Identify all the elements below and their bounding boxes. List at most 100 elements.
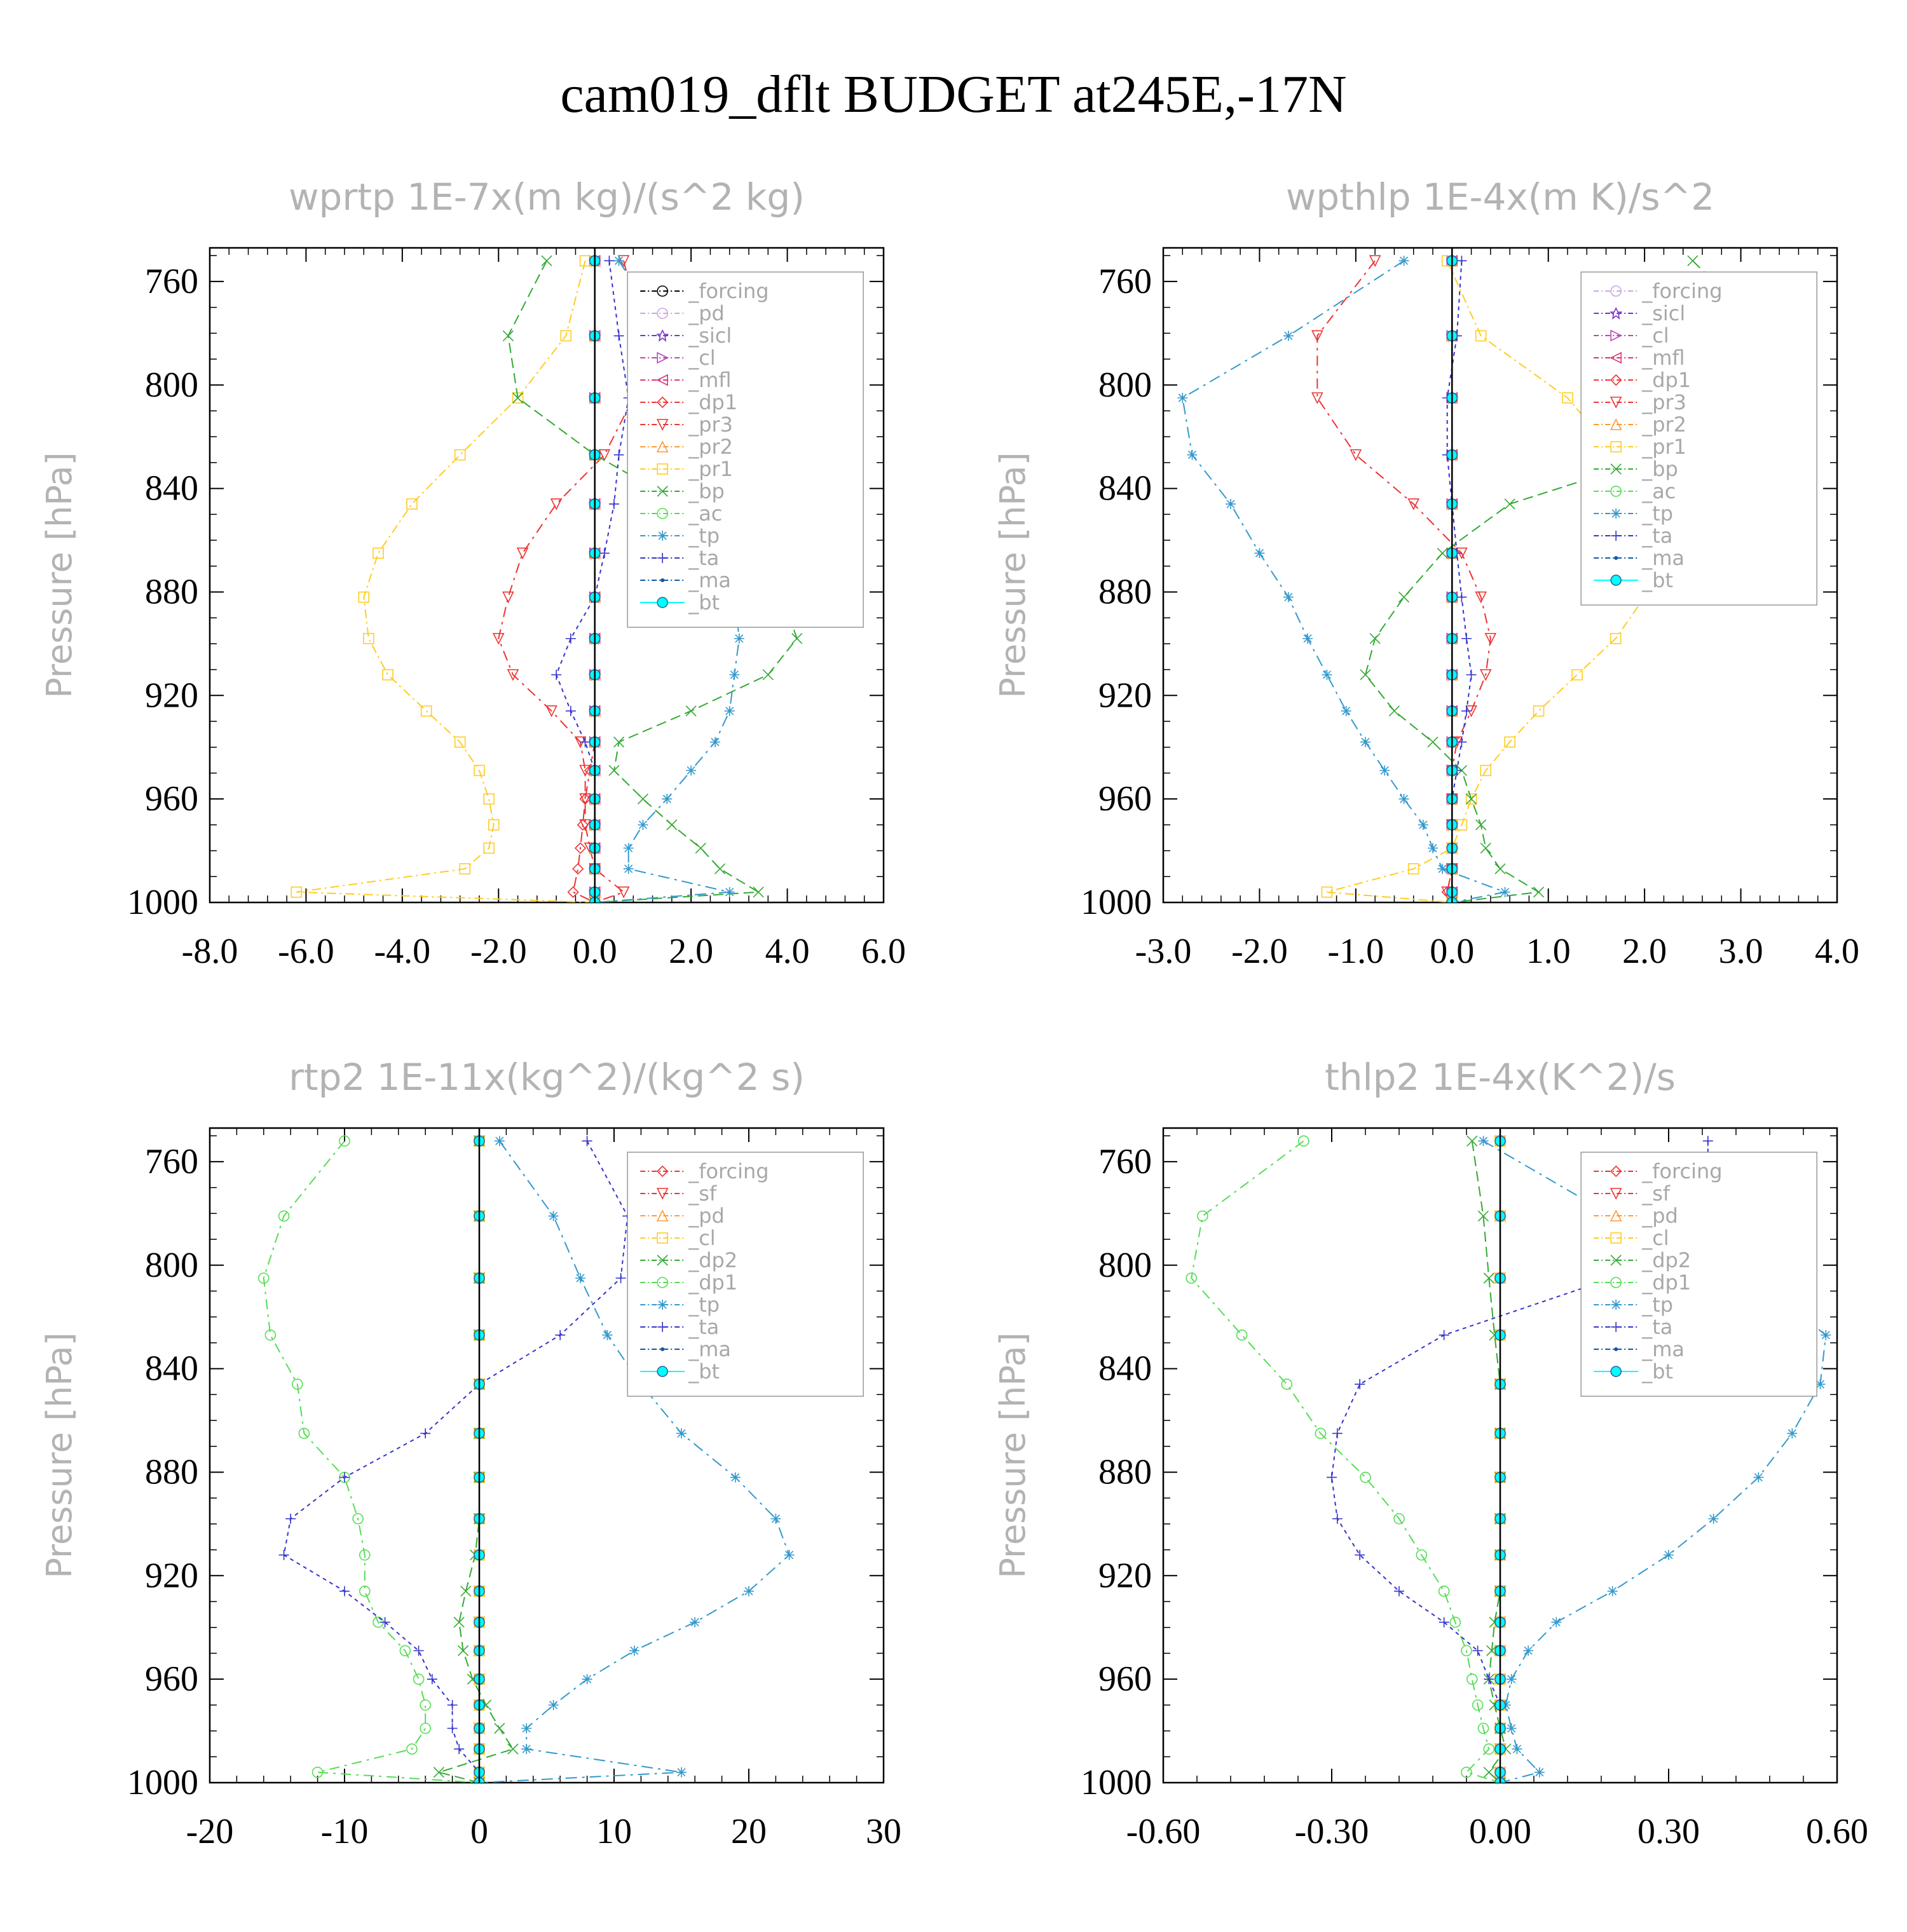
- data-point: [521, 1744, 532, 1755]
- legend-marker: [657, 308, 668, 319]
- x-tick-label: -20: [186, 1812, 234, 1851]
- data-point: [1477, 1722, 1489, 1734]
- x-tick-label: -1.0: [1328, 932, 1384, 971]
- legend-label: _cl: [688, 1226, 715, 1250]
- legend-marker: [657, 1322, 668, 1332]
- legend-marker: [1610, 374, 1622, 386]
- legend-label: _cl: [1641, 323, 1669, 348]
- legend-marker: [657, 1300, 668, 1310]
- legend-marker: [1610, 1277, 1622, 1288]
- legend-label: _bp: [688, 479, 725, 503]
- legend-label: _sf: [688, 1181, 717, 1206]
- data-point: [582, 1136, 592, 1146]
- series-dp1: [1441, 255, 1458, 902]
- data-point: [1475, 330, 1487, 342]
- data-point: [1298, 1135, 1309, 1147]
- legend-label: _ma: [1641, 1337, 1685, 1361]
- data-point: [399, 1645, 411, 1657]
- x-tick-label: -10: [321, 1812, 369, 1851]
- data-point: [609, 499, 619, 510]
- y-tick-label: 760: [1098, 1142, 1152, 1181]
- x-tick-label: 0.00: [1469, 1812, 1531, 1851]
- legend-marker: [1610, 1209, 1622, 1221]
- legend-item: _bt: [640, 1359, 720, 1384]
- legend-item: _sicl: [640, 323, 732, 348]
- legend-marker: [1610, 1366, 1622, 1377]
- legend-label: _dp2: [688, 1248, 737, 1272]
- legend-item: _pr3: [640, 412, 733, 437]
- data-point: [560, 330, 572, 342]
- legend-item: _bp: [640, 479, 725, 503]
- y-tick-label: 880: [145, 572, 198, 611]
- y-tick-label: 920: [145, 1556, 198, 1595]
- y-tick-label: 960: [145, 779, 198, 819]
- x-tick-label: 1.0: [1526, 932, 1571, 971]
- data-point: [724, 887, 735, 897]
- data-point: [555, 1330, 566, 1340]
- x-tick-label: 4.0: [1815, 932, 1859, 971]
- data-point: [762, 669, 774, 681]
- legend-item: _ma: [640, 1337, 731, 1361]
- data-point: [447, 1699, 458, 1710]
- legend-marker: [657, 1366, 668, 1377]
- data-point: [1702, 1136, 1713, 1146]
- data-point: [602, 1330, 613, 1340]
- series-line: [1316, 260, 1491, 902]
- data-point: [1355, 1549, 1365, 1560]
- data-point: [548, 1699, 559, 1710]
- data-point: [339, 1135, 350, 1147]
- y-tick-label: 800: [145, 1246, 198, 1285]
- legend-item: _mfl: [640, 368, 732, 392]
- data-point: [516, 547, 529, 560]
- data-point: [551, 669, 562, 680]
- data-point: [1477, 1210, 1489, 1221]
- data-point: [613, 737, 625, 748]
- legend-item: _dp1: [1594, 368, 1691, 392]
- series-ta: [278, 1136, 633, 1783]
- data-point: [575, 1273, 585, 1284]
- legend-item: _pr1: [640, 457, 733, 481]
- data-point: [1461, 1645, 1472, 1657]
- data-point: [1456, 255, 1467, 266]
- data-point: [285, 1513, 296, 1524]
- legend: _forcing_sf_pd_cl_dp2_dp1_tp_ta_ma_bt: [1580, 1152, 1817, 1397]
- data-point: [1438, 1585, 1450, 1597]
- legend-label: _pr1: [688, 457, 733, 481]
- data-point: [791, 633, 803, 644]
- legend-label: _bt: [688, 590, 720, 615]
- data-point: [1355, 1379, 1365, 1390]
- legend-label: _ma: [1641, 546, 1685, 570]
- data-point: [770, 1513, 781, 1524]
- data-point: [459, 863, 471, 874]
- x-tick-label: 0: [470, 1812, 488, 1851]
- data-point: [638, 819, 648, 830]
- data-point: [1428, 843, 1438, 854]
- data-point: [257, 1272, 270, 1284]
- legend-label: _sicl: [1641, 301, 1685, 325]
- series-line: [263, 1140, 480, 1783]
- series-line: [572, 261, 596, 902]
- legend-marker: [1610, 285, 1622, 297]
- data-point: [1551, 1617, 1562, 1628]
- data-point: [1484, 1674, 1494, 1685]
- x-tick-label: 2.0: [1622, 932, 1667, 971]
- data-point: [577, 819, 589, 831]
- legend-label: _ma: [688, 1337, 731, 1361]
- y-tick-label: 960: [145, 1659, 198, 1699]
- legend-label: _sicl: [688, 323, 732, 348]
- legend-marker: [1610, 397, 1622, 409]
- legend-marker: [657, 1255, 668, 1266]
- data-point: [359, 1549, 371, 1561]
- data-point: [1379, 765, 1390, 776]
- y-tick-label: 960: [1098, 1659, 1152, 1699]
- data-point: [1483, 1767, 1494, 1778]
- legend-label: _ta: [688, 1315, 719, 1339]
- legend-label: _forcing: [1641, 279, 1722, 303]
- data-point: [454, 736, 466, 748]
- legend: _forcing_pd_sicl_cl_mfl_dp1_pr3_pr2_pr1_…: [627, 271, 864, 628]
- legend-item: _sf: [1594, 1181, 1671, 1206]
- data-point: [574, 842, 587, 854]
- data-point: [1494, 863, 1506, 874]
- data-point: [1500, 887, 1510, 897]
- data-point: [579, 819, 591, 831]
